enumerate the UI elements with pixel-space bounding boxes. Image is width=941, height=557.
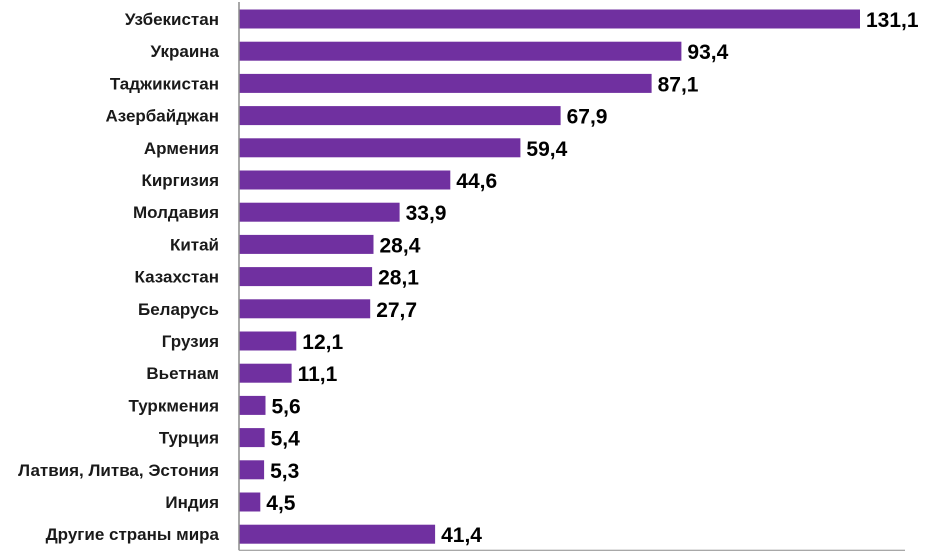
category-label: Таджикистан [110, 74, 219, 93]
bar [239, 234, 374, 254]
data-label: 41,4 [441, 524, 482, 547]
bar [239, 492, 261, 512]
data-label: 33,9 [406, 202, 447, 225]
category-label: Латвия, Литва, Эстония [18, 461, 219, 480]
category-label: Украина [151, 42, 220, 61]
category-label: Азербайджан [105, 107, 219, 126]
bar [239, 106, 561, 126]
category-label: Беларусь [138, 300, 219, 319]
category-label: Грузия [162, 332, 219, 351]
data-label: 93,4 [687, 41, 728, 64]
data-label: 5,6 [272, 395, 301, 418]
data-label: 28,4 [380, 234, 421, 257]
data-label: 44,6 [456, 170, 497, 193]
bars-layer [239, 9, 860, 544]
category-label: Узбекистан [125, 10, 219, 29]
data-label: 5,3 [270, 460, 299, 483]
data-label: 28,1 [378, 267, 419, 290]
bar [239, 331, 297, 351]
bar [239, 460, 265, 480]
category-label: Турция [159, 429, 219, 448]
category-labels: Узбекистан Украина Таджикистан Азербайджан А… [18, 10, 219, 544]
category-label: Молдавия [133, 203, 219, 222]
category-label: Вьетнам [146, 364, 219, 383]
bar [239, 138, 521, 158]
data-label: 87,1 [658, 73, 699, 96]
category-label: Армения [144, 139, 219, 158]
bar [239, 41, 682, 61]
bar [239, 299, 371, 319]
category-label: Индия [165, 493, 219, 512]
data-label: 131,1 [866, 9, 919, 32]
data-label: 5,4 [271, 428, 301, 451]
bar [239, 202, 400, 222]
bar [239, 170, 451, 190]
bar [239, 524, 436, 544]
data-label: 4,5 [266, 492, 296, 515]
bar [239, 428, 265, 448]
data-label: 59,4 [526, 138, 567, 161]
bar [239, 73, 652, 93]
bar [239, 395, 266, 415]
data-label: 12,1 [302, 331, 343, 354]
category-label: Другие страны мира [46, 525, 220, 544]
data-label: 67,9 [567, 106, 608, 129]
bar [239, 9, 860, 29]
category-label: Туркмения [128, 396, 219, 415]
data-label: 27,7 [376, 299, 417, 322]
category-label: Китай [170, 235, 219, 254]
category-label: Казахстан [135, 268, 219, 287]
value-labels: 131,1 93,4 87,1 67,959,4 44,6 33,9 28,4 28,1 27,… [266, 9, 919, 547]
data-label: 11,1 [298, 363, 338, 386]
category-label: Киргизия [141, 171, 219, 190]
bar [239, 267, 373, 287]
bar [239, 363, 292, 383]
